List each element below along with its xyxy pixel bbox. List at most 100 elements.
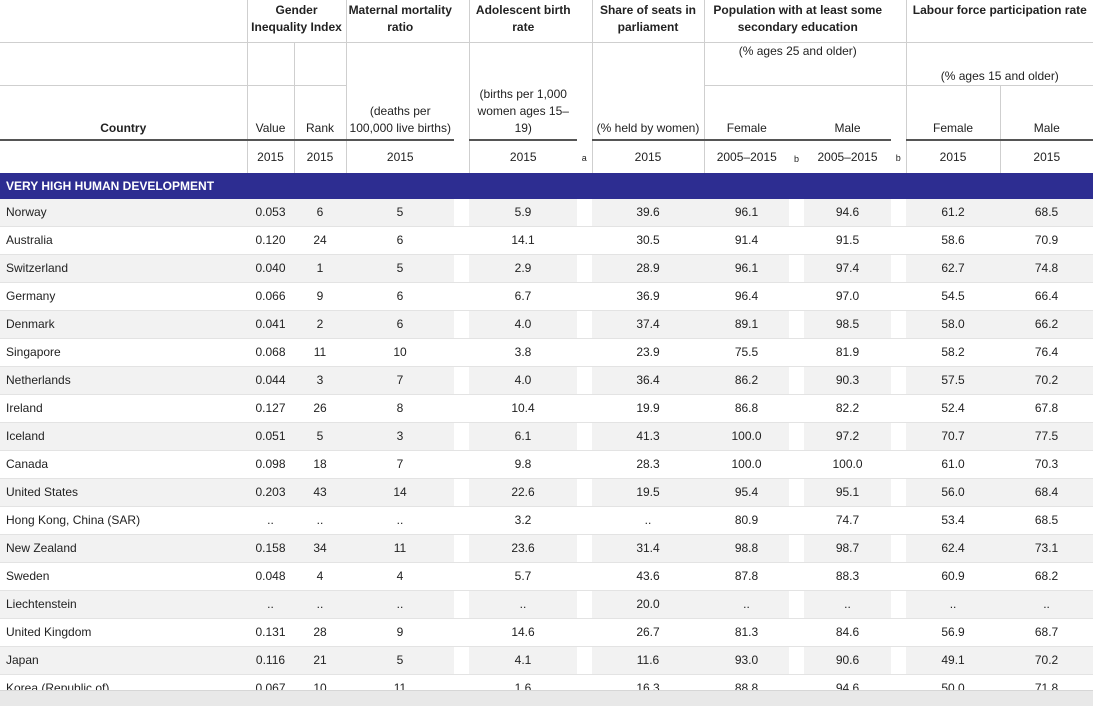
value-cell-value: 0.041 (247, 310, 294, 339)
spacer-cell (454, 506, 469, 535)
value-cell-lf-f: 62.7 (906, 254, 1001, 283)
value-cell-rank: 43 (294, 478, 346, 507)
value-cell-rank: 6 (294, 198, 346, 227)
value-cell-edu-m: 88.3 (804, 562, 892, 591)
value-cell-seats: 23.9 (592, 338, 704, 367)
table-row: United Kingdom 0.131 28 9 14.6 26.7 81.3 84.6 56… (0, 618, 1093, 647)
spacer-cell (577, 646, 592, 675)
country-cell[interactable]: United Kingdom (0, 618, 247, 647)
spacer-cell (577, 618, 592, 647)
value-cell-abr: 5.7 (469, 562, 577, 591)
spacer-cell (789, 478, 804, 507)
note-a[interactable]: a (581, 153, 587, 163)
value-cell-lf-m: 73.1 (1000, 534, 1093, 563)
country-header: Country (0, 85, 247, 141)
country-cell[interactable]: Japan (0, 646, 247, 675)
value-cell-seats: 20.0 (592, 590, 704, 619)
country-cell[interactable]: Denmark (0, 310, 247, 339)
value-cell-lf-m: 68.7 (1000, 618, 1093, 647)
value-cell-edu-f: 80.9 (704, 506, 789, 535)
seats-header: Share of seats in parliament (591, 0, 704, 43)
note-b-2[interactable]: b (895, 153, 901, 163)
value-cell-lf-m: .. (1000, 590, 1093, 619)
horizontal-scrollbar[interactable] (0, 690, 1093, 706)
value-cell-edu-f: 87.8 (704, 562, 789, 591)
value-cell-edu-m: .. (804, 590, 892, 619)
country-cell[interactable]: Netherlands (0, 366, 247, 395)
spacer-cell (454, 226, 469, 255)
country-cell[interactable]: Singapore (0, 338, 247, 367)
spacer-cell (577, 366, 592, 395)
value-cell-edu-f: 95.4 (704, 478, 789, 507)
table-row: Canada 0.098 18 7 9.8 28.3 100.0 100.0 61.0 70.3 (0, 450, 1093, 479)
education-unit: (% ages 25 and older) (703, 42, 892, 86)
country-cell[interactable]: Australia (0, 226, 247, 255)
country-cell[interactable]: Hong Kong, China (SAR) (0, 506, 247, 535)
value-cell-edu-f: 96.4 (704, 282, 789, 311)
year-rank: 2015 (293, 139, 346, 173)
value-cell-lf-f: 49.1 (906, 646, 1001, 675)
spacer-cell (789, 534, 804, 563)
spacer-cell (454, 478, 469, 507)
value-cell-lf-f: 70.7 (906, 422, 1001, 451)
table-row: Norway 0.053 6 5 5.9 39.6 96.1 94.6 61.2 68.5 (0, 198, 1093, 227)
value-cell-edu-m: 81.9 (804, 338, 892, 367)
value-cell-rank: 18 (294, 450, 346, 479)
spacer-cell (577, 198, 592, 227)
country-cell[interactable]: New Zealand (0, 534, 247, 563)
spacer-cell (454, 450, 469, 479)
value-cell-abr: 6.7 (469, 282, 577, 311)
value-cell-value: 0.053 (247, 198, 294, 227)
spacer-cell (454, 338, 469, 367)
table-row: Germany 0.066 9 6 6.7 36.9 96.4 97.0 54.5 66.4 (0, 282, 1093, 311)
value-cell-lf-m: 68.5 (1000, 198, 1093, 227)
value-cell-lf-m: 66.2 (1000, 310, 1093, 339)
table-row: Switzerland 0.040 1 5 2.9 28.9 96.1 97.4 62.7 74.… (0, 254, 1093, 283)
value-cell-mmr: 5 (346, 646, 454, 675)
value-cell-rank: .. (294, 506, 346, 535)
value-cell-mmr: 4 (346, 562, 454, 591)
country-cell[interactable]: Canada (0, 450, 247, 479)
value-cell-edu-m: 98.7 (804, 534, 892, 563)
spacer-cell (577, 422, 592, 451)
value-cell-value: 0.203 (247, 478, 294, 507)
spacer-cell (891, 590, 907, 619)
labour-unit: (% ages 15 and older) (905, 42, 1093, 86)
country-cell[interactable]: Liechtenstein (0, 590, 247, 619)
value-cell-rank: 4 (294, 562, 346, 591)
value-cell-seats: 39.6 (592, 198, 704, 227)
value-cell-value: .. (247, 506, 294, 535)
value-cell-rank: 26 (294, 394, 346, 423)
country-cell[interactable]: Iceland (0, 422, 247, 451)
country-cell[interactable]: Sweden (0, 562, 247, 591)
value-cell-abr: 14.1 (469, 226, 577, 255)
value-cell-edu-m: 94.6 (804, 198, 892, 227)
section-header: VERY HIGH HUMAN DEVELOPMENT (0, 172, 1093, 199)
value-cell-value: 0.044 (247, 366, 294, 395)
spacer-cell (454, 366, 469, 395)
value-cell-value: 0.131 (247, 618, 294, 647)
value-cell-value: 0.116 (247, 646, 294, 675)
spacer-cell (789, 338, 804, 367)
value-cell-lf-f: 53.4 (906, 506, 1001, 535)
spacer-cell (577, 590, 592, 619)
table-row: Sweden 0.048 4 4 5.7 43.6 87.8 88.3 60.9 68.2 (0, 562, 1093, 591)
spacer-cell (577, 478, 592, 507)
value-cell-abr: .. (469, 590, 577, 619)
spacer-cell (891, 254, 907, 283)
country-cell[interactable]: Ireland (0, 394, 247, 423)
note-b-1[interactable]: b (793, 153, 799, 164)
country-cell[interactable]: United States (0, 478, 247, 507)
value-cell-value: 0.098 (247, 450, 294, 479)
labour-header: Labour force participation rate (905, 0, 1093, 43)
spacer-cell (789, 394, 804, 423)
country-cell[interactable]: Norway (0, 198, 247, 227)
country-cell[interactable]: Germany (0, 282, 247, 311)
table-row: New Zealand 0.158 34 11 23.6 31.4 98.8 98.7 62.4… (0, 534, 1093, 563)
value-cell-rank: 2 (294, 310, 346, 339)
value-cell-abr: 4.0 (469, 366, 577, 395)
value-cell-lf-f: 58.0 (906, 310, 1001, 339)
value-cell-abr: 3.2 (469, 506, 577, 535)
country-cell[interactable]: Switzerland (0, 254, 247, 283)
